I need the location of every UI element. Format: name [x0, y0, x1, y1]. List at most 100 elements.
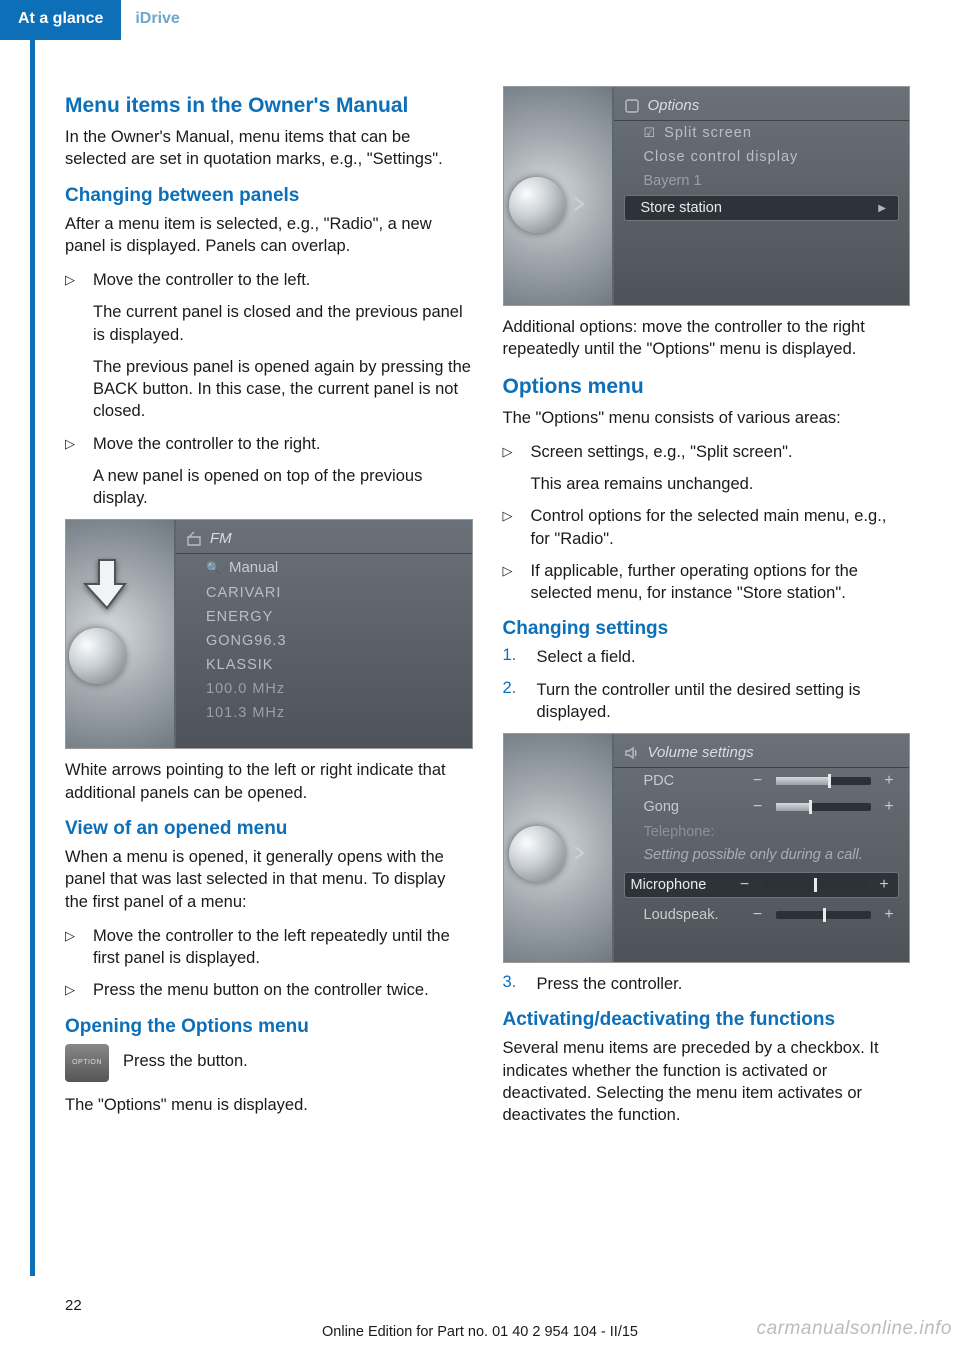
text: The previous panel is opened again by pr… [93, 356, 473, 423]
text: Move the controller to the left. [93, 271, 310, 289]
list-item: ▷ Move the controller to the left. The c… [65, 269, 473, 423]
menu-line: Bayern 1 [614, 169, 910, 193]
minus-icon: − [750, 798, 766, 816]
menu-line: KLASSIK [176, 653, 472, 677]
slider-track [776, 911, 872, 919]
bullet-icon: ▷ [503, 441, 517, 496]
footer-line: Online Edition for Part no. 01 40 2 954 … [0, 1324, 960, 1340]
speaker-icon [624, 745, 640, 761]
bullet-icon: ▷ [503, 505, 517, 550]
list-item: ▷ Move the controller to the right. A ne… [65, 433, 473, 510]
slider-label: PDC [644, 773, 740, 789]
text: A new panel is opened on top of the prev… [93, 465, 473, 510]
options-screenshot: Options Split screen Close control displ… [503, 86, 911, 306]
menu-line: CARIVARI [176, 581, 472, 605]
radio-icon [186, 531, 202, 547]
para: White arrows pointing to the left or rig… [65, 759, 473, 804]
content-columns: Menu items in the Owner's Manual In the … [0, 40, 960, 1139]
text: FM [210, 530, 232, 547]
para: The "Options" menu is displayed. [65, 1094, 473, 1116]
bullet-icon: ▷ [65, 925, 79, 970]
menu-panel: FM Manual CARIVARI ENERGY GONG96.3 KLASS… [176, 520, 472, 748]
para: Several menu items are preceded by a che… [503, 1037, 911, 1126]
text: Press the button. [123, 1044, 248, 1082]
list-text: Move the controller to the left. The cur… [93, 269, 473, 423]
text: Move the controller to the right. [93, 435, 320, 453]
knob-area [503, 734, 614, 962]
menu-panel: Volume settings PDC − + Gong − + Telepho… [614, 734, 910, 962]
bullet-icon: ▷ [503, 560, 517, 605]
text: This area remains unchanged. [531, 473, 793, 495]
controller-ball-icon [509, 177, 565, 233]
slider-label: Loudspeak. [644, 907, 740, 923]
left-accent-bar [30, 40, 35, 1276]
list-item: ▷ If applicable, further operating optio… [503, 560, 911, 605]
para: In the Owner's Manual, menu items that c… [65, 126, 473, 171]
number-1: 1. [503, 646, 523, 668]
slider-row-selected: Microphone − + [624, 872, 900, 898]
list-text: Press the controller. [537, 973, 683, 995]
option-button-row: OPTION Press the button. [65, 1044, 473, 1082]
list-text: Move the controller to the right. A new … [93, 433, 473, 510]
header-tab: At a glance [0, 0, 121, 40]
number-3: 3. [503, 973, 523, 995]
list-text: Control options for the selected main me… [531, 505, 911, 550]
numbered-list: 3. Press the controller. [503, 973, 911, 995]
knob-area [65, 520, 176, 748]
slider-label: Gong [644, 799, 740, 815]
slider-row: Gong − + [614, 794, 910, 820]
fm-screenshot: FM Manual CARIVARI ENERGY GONG96.3 KLASS… [65, 519, 473, 749]
text: Screen settings, e.g., "Split screen". [531, 443, 793, 461]
controller-ball-icon [509, 826, 565, 882]
bullet-list: ▷ Screen settings, e.g., "Split screen".… [503, 441, 911, 605]
bullet-icon: ▷ [65, 979, 79, 1001]
list-text: Turn the controller until the desired se… [537, 679, 911, 724]
plus-icon: + [876, 876, 892, 894]
heading-activating: Activating/deactivating the functions [503, 1009, 911, 1031]
menu-note: Setting possible only during a call. [614, 844, 910, 868]
list-item: ▷ Screen settings, e.g., "Split screen".… [503, 441, 911, 496]
number-2: 2. [503, 679, 523, 724]
bullet-icon: ▷ [65, 269, 79, 423]
list-item: ▷ Control options for the selected main … [503, 505, 911, 550]
menu-panel: Options Split screen Close control displ… [614, 87, 910, 305]
menu-sub: Manual [176, 554, 472, 581]
list-item: 3. Press the controller. [503, 973, 911, 995]
heading-changing-settings: Changing settings [503, 618, 911, 640]
heading-view-menu: View of an opened menu [65, 818, 473, 840]
text: The current panel is closed and the prev… [93, 301, 473, 346]
plus-icon: + [881, 772, 897, 790]
text: Volume settings [648, 744, 754, 761]
list-item: ▷ Move the controller to the left repeat… [65, 925, 473, 970]
chevron-right-icon [573, 846, 585, 860]
volume-screenshot: Volume settings PDC − + Gong − + Telepho… [503, 733, 911, 963]
menu-line: 101.3 MHz [176, 701, 472, 725]
options-icon [624, 98, 640, 114]
knob-area [503, 87, 614, 305]
numbered-list: 1. Select a field. 2. Turn the controlle… [503, 646, 911, 723]
page-number: 22 [65, 1297, 82, 1314]
list-item: ▷ Press the menu button on the controlle… [65, 979, 473, 1001]
page-header: At a glance iDrive [0, 0, 960, 40]
text: Options [648, 97, 700, 114]
bullet-icon: ▷ [65, 433, 79, 510]
minus-icon: − [750, 772, 766, 790]
para: Additional options: move the controller … [503, 316, 911, 361]
para: When a menu is opened, it generally open… [65, 846, 473, 913]
heading-options-menu: Options menu [503, 375, 911, 399]
arrow-down-icon [83, 556, 131, 612]
controller-ball-icon [69, 628, 125, 684]
option-button-icon: OPTION [65, 1044, 109, 1082]
right-column: Options Split screen Close control displ… [503, 80, 911, 1139]
menu-line: ENERGY [176, 605, 472, 629]
menu-title: Options [614, 93, 910, 121]
heading-menu-items: Menu items in the Owner's Manual [65, 94, 473, 118]
header-subtitle: iDrive [121, 0, 193, 40]
slider-row: Loudspeak. − + [614, 902, 910, 928]
menu-title: FM [176, 526, 472, 554]
list-item: 2. Turn the controller until the desired… [503, 679, 911, 724]
para: After a menu item is selected, e.g., "Ra… [65, 213, 473, 258]
list-text: If applicable, further operating options… [531, 560, 911, 605]
minus-icon: − [737, 876, 753, 894]
minus-icon: − [750, 906, 766, 924]
